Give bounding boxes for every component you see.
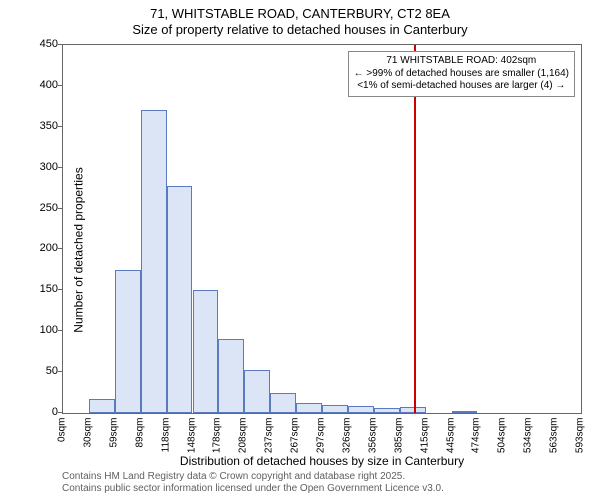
marker-line	[414, 45, 416, 413]
ytick-label: 400	[28, 79, 58, 91]
callout-line2: ← >99% of detached houses are smaller (1…	[354, 68, 569, 81]
ytick-mark	[58, 371, 62, 372]
xtick-label: 534sqm	[523, 418, 534, 458]
ytick-mark	[58, 44, 62, 45]
xtick-label: 356sqm	[367, 418, 378, 458]
ytick-mark	[58, 330, 62, 331]
attribution-line1: Contains HM Land Registry data © Crown c…	[62, 471, 444, 483]
ytick-mark	[58, 167, 62, 168]
xtick-label: 385sqm	[393, 418, 404, 458]
xtick-label: 0sqm	[57, 418, 68, 458]
ytick-label: 100	[28, 324, 58, 336]
ytick-mark	[58, 412, 62, 413]
ytick-mark	[58, 85, 62, 86]
xtick-label: 474sqm	[471, 418, 482, 458]
histogram-bar	[141, 110, 167, 413]
ytick-label: 250	[28, 202, 58, 214]
chart-subtitle: Size of property relative to detached ho…	[0, 22, 600, 37]
xtick-label: 563sqm	[549, 418, 560, 458]
histogram-bar	[115, 270, 141, 413]
xtick-label: 326sqm	[341, 418, 352, 458]
ytick-mark	[58, 289, 62, 290]
histogram-bar	[218, 339, 244, 413]
histogram-bar	[400, 407, 426, 413]
histogram-bar	[270, 393, 296, 413]
histogram-bar	[374, 408, 400, 413]
xtick-label: 178sqm	[212, 418, 223, 458]
ytick-mark	[58, 208, 62, 209]
histogram-bar	[167, 186, 193, 413]
xtick-label: 208sqm	[238, 418, 249, 458]
histogram-bar	[348, 406, 374, 413]
ytick-label: 450	[28, 38, 58, 50]
xtick-label: 59sqm	[108, 418, 119, 458]
ytick-label: 300	[28, 161, 58, 173]
chart-title: 71, WHITSTABLE ROAD, CANTERBURY, CT2 8EA	[0, 6, 600, 21]
plot-area: 71 WHITSTABLE ROAD: 402sqm← >99% of deta…	[62, 44, 582, 414]
histogram-bar	[89, 399, 115, 413]
histogram-bar	[296, 403, 322, 413]
xtick-label: 415sqm	[419, 418, 430, 458]
xtick-label: 504sqm	[497, 418, 508, 458]
ytick-label: 0	[28, 406, 58, 418]
xtick-label: 118sqm	[160, 418, 171, 458]
callout-line3: <1% of semi-detached houses are larger (…	[354, 80, 569, 93]
ytick-label: 200	[28, 242, 58, 254]
xtick-label: 267sqm	[290, 418, 301, 458]
marker-callout: 71 WHITSTABLE ROAD: 402sqm← >99% of deta…	[348, 51, 575, 97]
xtick-label: 89sqm	[134, 418, 145, 458]
ytick-label: 350	[28, 120, 58, 132]
ytick-mark	[58, 248, 62, 249]
chart-container: 71, WHITSTABLE ROAD, CANTERBURY, CT2 8EA…	[0, 0, 600, 500]
xtick-label: 30sqm	[82, 418, 93, 458]
xtick-label: 297sqm	[316, 418, 327, 458]
attribution: Contains HM Land Registry data © Crown c…	[62, 471, 444, 495]
xtick-label: 148sqm	[186, 418, 197, 458]
ytick-mark	[58, 126, 62, 127]
x-axis-label: Distribution of detached houses by size …	[62, 454, 582, 468]
histogram-bar	[452, 411, 478, 413]
xtick-label: 237sqm	[264, 418, 275, 458]
ytick-label: 150	[28, 283, 58, 295]
attribution-line2: Contains public sector information licen…	[62, 483, 444, 495]
xtick-label: 593sqm	[575, 418, 586, 458]
histogram-bar	[193, 290, 219, 413]
xtick-label: 445sqm	[445, 418, 456, 458]
callout-line1: 71 WHITSTABLE ROAD: 402sqm	[354, 55, 569, 68]
ytick-label: 50	[28, 365, 58, 377]
histogram-bar	[244, 370, 270, 413]
histogram-bar	[322, 405, 348, 413]
